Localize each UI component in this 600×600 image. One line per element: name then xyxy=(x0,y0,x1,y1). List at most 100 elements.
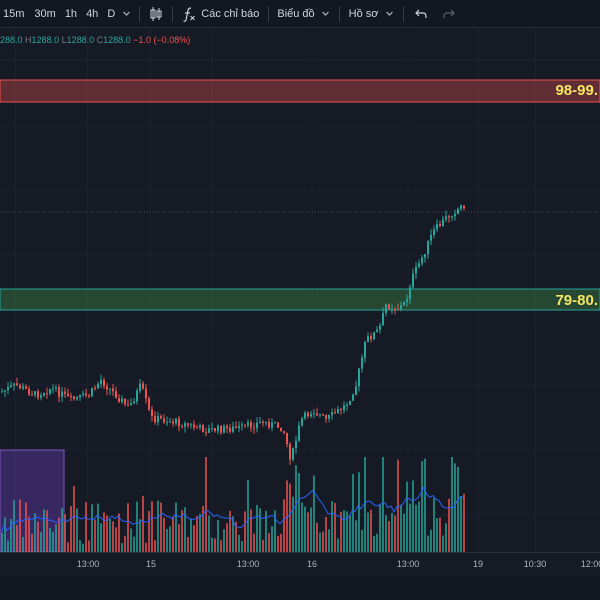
candle-body xyxy=(415,266,417,274)
indicators-button[interactable]: Các chỉ báo xyxy=(201,7,260,20)
time-axis-label: 13:00 xyxy=(396,559,420,569)
candle-body xyxy=(394,308,396,310)
volume-bar xyxy=(418,501,420,552)
interval-4h[interactable]: 4h xyxy=(86,7,99,20)
toolbar-divider xyxy=(268,5,270,22)
candle-body xyxy=(79,394,81,398)
candle-style-icon[interactable] xyxy=(149,6,163,22)
volume-bar xyxy=(250,509,252,552)
candle-body xyxy=(4,390,6,392)
interval-1h[interactable]: 1h xyxy=(64,7,78,20)
volume-bar xyxy=(1,533,3,552)
volume-bar xyxy=(13,500,15,552)
candle-body xyxy=(280,427,282,432)
volume-bar xyxy=(304,506,306,552)
volume-bar xyxy=(265,510,267,552)
volume-bar xyxy=(241,540,243,552)
candle-body xyxy=(136,390,138,402)
candle-body xyxy=(61,391,63,397)
candle-body xyxy=(220,425,222,433)
undo-icon[interactable] xyxy=(414,8,428,20)
candle-body xyxy=(97,383,99,389)
candle-body xyxy=(385,304,387,313)
candle-body xyxy=(316,413,318,416)
candle-body xyxy=(265,421,267,423)
indicators-fx-icon[interactable] xyxy=(182,6,196,22)
profile-menu-button[interactable]: Hồ sơ xyxy=(348,7,379,20)
volume-bar xyxy=(112,521,114,552)
volume-bar xyxy=(91,504,93,552)
volume-bar xyxy=(73,486,75,552)
volume-bar xyxy=(331,501,333,552)
volume-bar xyxy=(460,496,462,552)
candle-body xyxy=(199,425,201,428)
candle-body xyxy=(16,383,18,386)
volume-bar xyxy=(52,531,54,552)
volume-bar xyxy=(208,515,210,552)
candle-body xyxy=(109,388,111,390)
candle-body xyxy=(151,409,153,416)
volume-bar xyxy=(307,512,309,552)
volume-bar xyxy=(82,543,84,552)
volume-bar xyxy=(130,528,132,552)
volume-bar xyxy=(94,519,96,552)
volume-bar xyxy=(217,520,219,552)
candle-body xyxy=(358,368,360,387)
candle-body xyxy=(319,414,321,416)
legend-close-key: C xyxy=(96,35,104,45)
volume-bar xyxy=(421,461,423,552)
candle-body xyxy=(436,224,438,230)
volume-bar xyxy=(436,518,438,552)
chart-menu-button[interactable]: Biểu đồ xyxy=(277,7,315,20)
volume-bar xyxy=(433,498,435,552)
candle-body xyxy=(118,398,120,402)
time-axis-label: 13:00 xyxy=(76,559,100,569)
volume-bar xyxy=(379,504,381,552)
volume-bar xyxy=(238,534,240,552)
profile-menu-chevron-icon[interactable] xyxy=(385,9,394,18)
volume-bar xyxy=(214,538,216,552)
interval-d[interactable]: D xyxy=(107,7,116,20)
candle-body xyxy=(124,398,126,405)
volume-bar xyxy=(133,536,135,552)
candle-body xyxy=(55,387,57,389)
candle-body xyxy=(133,401,135,404)
interval-dropdown-chevron-icon[interactable] xyxy=(122,9,131,18)
candle-body xyxy=(247,422,249,426)
time-axis[interactable]: 13:00 15 13:00 16 13:00 19 10:30 12:00 xyxy=(0,552,600,577)
price-chart[interactable] xyxy=(0,0,600,552)
volume-bar xyxy=(364,457,366,552)
volume-bar xyxy=(118,513,120,552)
candle-body xyxy=(82,393,84,395)
volume-bar xyxy=(400,505,402,552)
candle-body xyxy=(67,393,69,397)
candle-body xyxy=(337,408,339,414)
volume-bar xyxy=(322,531,324,552)
volume-bar xyxy=(127,503,129,552)
candle-body xyxy=(400,305,402,310)
candle-body xyxy=(460,205,462,209)
volume-bar xyxy=(289,483,291,552)
volume-bar xyxy=(148,511,150,552)
interval-15m[interactable]: 15m xyxy=(3,7,25,20)
candle-body xyxy=(250,422,252,428)
legend-low-value: 1288.0 xyxy=(66,35,95,45)
candle-body xyxy=(376,329,378,333)
volume-bar xyxy=(442,535,444,552)
interval-30m[interactable]: 30m xyxy=(34,7,56,20)
candle-body xyxy=(112,388,114,392)
volume-bar xyxy=(103,512,105,552)
candle-body xyxy=(190,424,192,426)
volume-bar xyxy=(190,518,192,552)
candle-body xyxy=(169,421,171,423)
chart-menu-chevron-icon[interactable] xyxy=(321,9,330,18)
volume-bar xyxy=(88,540,90,552)
candle-body xyxy=(70,396,72,398)
legend-open-value: 288.0 xyxy=(0,35,23,45)
candle-body xyxy=(214,428,216,432)
volume-bar xyxy=(262,539,264,552)
redo-icon[interactable] xyxy=(442,8,456,20)
volume-bar xyxy=(7,540,9,552)
candle-body xyxy=(139,383,141,391)
volume-bar xyxy=(109,519,111,552)
